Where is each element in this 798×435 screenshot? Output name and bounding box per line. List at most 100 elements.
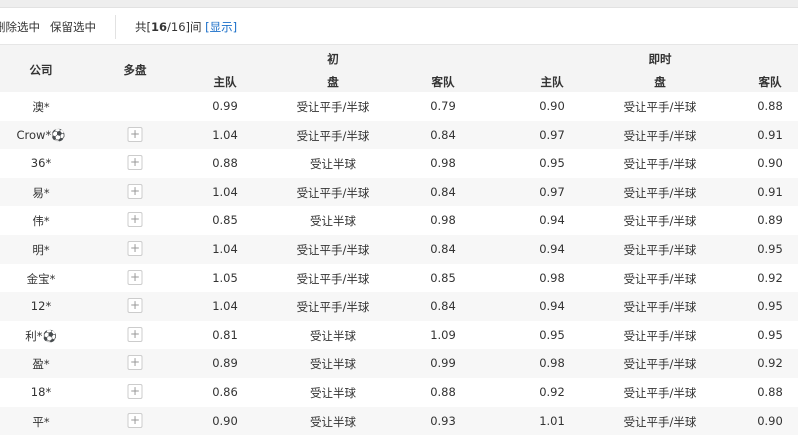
cell-l-away: 0.92 bbox=[757, 270, 783, 285]
table-row: 利*⚽ 0.81 受让半球 1.09 0.95 受让平手/半球 0.95 + bbox=[0, 321, 798, 350]
cell-l-home: 0.97 bbox=[539, 127, 565, 142]
keep-selected-button[interactable]: 保留选中 bbox=[50, 20, 96, 34]
cell-l-home: 0.95 bbox=[539, 156, 565, 171]
header-live-away: 客队 bbox=[758, 75, 782, 89]
expand-multi-button[interactable]: + bbox=[127, 269, 143, 285]
expand-multi-button[interactable]: + bbox=[127, 241, 143, 256]
cell-i-line: 受让平手/半球 bbox=[296, 100, 370, 114]
cell-i-away: 0.88 bbox=[430, 385, 456, 399]
cell-l-home: 0.98 bbox=[539, 356, 565, 371]
table-header: 公司 多盘 初 即时 主队 盘 客队 主队 盘 客队 bbox=[0, 45, 798, 92]
cell-company: 澳* bbox=[32, 100, 50, 114]
expand-multi-button[interactable]: + bbox=[127, 298, 143, 314]
count-shown: 16 bbox=[151, 20, 168, 34]
show-link[interactable]: [显示] bbox=[205, 20, 238, 34]
delete-selected-button[interactable]: 删除选中 bbox=[0, 20, 40, 34]
cell-l-line: 受让平手/半球 bbox=[623, 100, 697, 114]
table-row: 18* 0.86 受让半球 0.88 0.92 受让平手/半球 0.88 + bbox=[0, 378, 798, 407]
cell-company: Crow*⚽ bbox=[16, 127, 66, 142]
cell-i-home: 0.99 bbox=[212, 99, 238, 113]
cell-l-away: 0.95 bbox=[757, 242, 783, 256]
cell-l-away: 0.89 bbox=[757, 213, 783, 228]
expand-multi-button[interactable]: + bbox=[127, 384, 143, 399]
cell-company: 平* bbox=[32, 414, 50, 429]
cell-l-away: 0.90 bbox=[757, 156, 783, 171]
cell-l-away: 0.95 bbox=[757, 299, 783, 314]
toolbar: 删除选中 保留选中 共[16/16]间 [显示] bbox=[0, 8, 798, 45]
table-row: 平* 0.90 受让半球 0.93 1.01 受让平手/半球 0.90 + bbox=[0, 406, 798, 435]
cell-i-away: 0.85 bbox=[430, 270, 456, 285]
cell-l-line: 受让平手/半球 bbox=[623, 157, 697, 172]
count-prefix: 共[ bbox=[135, 20, 151, 34]
table-row: 盈* 0.89 受让半球 0.99 0.98 受让平手/半球 0.92 + bbox=[0, 349, 798, 378]
cell-i-home: 0.86 bbox=[212, 385, 238, 399]
cell-i-away: 0.93 bbox=[430, 413, 456, 428]
expand-multi-button[interactable]: + bbox=[127, 326, 143, 342]
cell-l-away: 0.95 bbox=[757, 327, 783, 342]
expand-multi-button[interactable]: + bbox=[127, 355, 143, 371]
cell-l-line: 受让平手/半球 bbox=[623, 185, 697, 200]
table-row: 36* 0.88 受让半球 0.98 0.95 受让平手/半球 0.90 + bbox=[0, 149, 798, 178]
cell-company: 18* bbox=[30, 385, 52, 399]
cell-i-away: 0.84 bbox=[430, 299, 456, 314]
cell-i-away: 0.98 bbox=[430, 156, 456, 171]
cell-i-home: 1.05 bbox=[212, 270, 238, 285]
expand-multi-button[interactable]: + bbox=[127, 183, 143, 199]
cell-i-line: 受让平手/半球 bbox=[296, 271, 370, 286]
cell-i-home: 1.04 bbox=[212, 242, 238, 256]
expand-multi-button[interactable]: + bbox=[127, 212, 143, 228]
header-live-home: 主队 bbox=[540, 75, 564, 89]
cell-i-line: 受让平手/半球 bbox=[296, 300, 370, 315]
cell-l-line: 受让平手/半球 bbox=[623, 414, 697, 429]
cell-i-home: 0.81 bbox=[212, 327, 238, 342]
cell-company: 伟* bbox=[32, 214, 50, 229]
expand-multi-button[interactable]: + bbox=[127, 412, 143, 428]
table-row: 澳* 0.99 受让平手/半球 0.79 0.90 受让平手/半球 0.88 bbox=[0, 92, 798, 121]
cell-company: 明* bbox=[32, 243, 50, 257]
cell-i-away: 0.84 bbox=[430, 184, 456, 199]
cell-l-home: 0.94 bbox=[539, 213, 565, 228]
count-suffix: /16]间 bbox=[167, 20, 202, 34]
cell-i-home: 0.88 bbox=[212, 156, 238, 171]
cell-l-home: 0.95 bbox=[539, 327, 565, 342]
cell-l-home: 0.92 bbox=[539, 385, 565, 399]
cell-i-home: 0.85 bbox=[212, 213, 238, 228]
table-row: 易* 1.04 受让平手/半球 0.84 0.97 受让平手/半球 0.91 + bbox=[0, 177, 798, 207]
header-live: 即时 bbox=[648, 52, 672, 66]
cell-l-line: 受让平手/半球 bbox=[623, 328, 697, 343]
expand-multi-button[interactable]: + bbox=[127, 155, 143, 171]
cell-l-away: 0.90 bbox=[757, 413, 783, 428]
cell-company: 易* bbox=[32, 185, 50, 200]
cell-i-line: 受让半球 bbox=[310, 157, 356, 172]
header-initial-away: 客队 bbox=[431, 75, 455, 89]
expand-multi-button[interactable]: + bbox=[127, 126, 143, 142]
cell-i-line: 受让平手/半球 bbox=[296, 243, 370, 257]
cell-i-line: 受让平手/半球 bbox=[296, 128, 370, 143]
cell-l-home: 0.90 bbox=[539, 99, 565, 113]
table-row: 明* 1.04 受让平手/半球 0.84 0.94 受让平手/半球 0.95 + bbox=[0, 235, 798, 264]
cell-l-line: 受让平手/半球 bbox=[623, 271, 697, 286]
cell-company: 利*⚽ bbox=[25, 328, 57, 343]
header-multi: 多盘 bbox=[123, 63, 147, 77]
cell-l-away: 0.91 bbox=[757, 127, 783, 142]
cell-i-home: 0.89 bbox=[212, 356, 238, 371]
header-live-line: 盘 bbox=[654, 75, 666, 89]
cell-l-line: 受让平手/半球 bbox=[623, 128, 697, 143]
cell-l-line: 受让平手/半球 bbox=[623, 300, 697, 315]
cell-i-home: 1.04 bbox=[212, 127, 238, 142]
table-row: 12* 1.04 受让平手/半球 0.84 0.94 受让平手/半球 0.95 + bbox=[0, 292, 798, 321]
cell-l-line: 受让平手/半球 bbox=[623, 357, 697, 372]
cell-l-away: 0.88 bbox=[757, 99, 783, 113]
table-row: 伟* 0.85 受让半球 0.98 0.94 受让平手/半球 0.89 + bbox=[0, 206, 798, 235]
cell-company: 金宝* bbox=[26, 271, 56, 286]
cell-i-line: 受让半球 bbox=[310, 328, 356, 343]
count-text: 共[16/16]间 [显示] bbox=[135, 19, 237, 35]
top-bar bbox=[0, 0, 798, 8]
cell-l-home: 1.01 bbox=[539, 413, 565, 428]
cell-company: 12* bbox=[30, 299, 52, 314]
divider bbox=[115, 15, 116, 39]
table-row: Crow*⚽ 1.04 受让平手/半球 0.84 0.97 受让平手/半球 0.91 + bbox=[0, 120, 798, 150]
cell-i-away: 1.09 bbox=[430, 327, 456, 342]
cell-i-home: 1.04 bbox=[212, 184, 238, 199]
cell-i-away: 0.84 bbox=[430, 127, 456, 142]
